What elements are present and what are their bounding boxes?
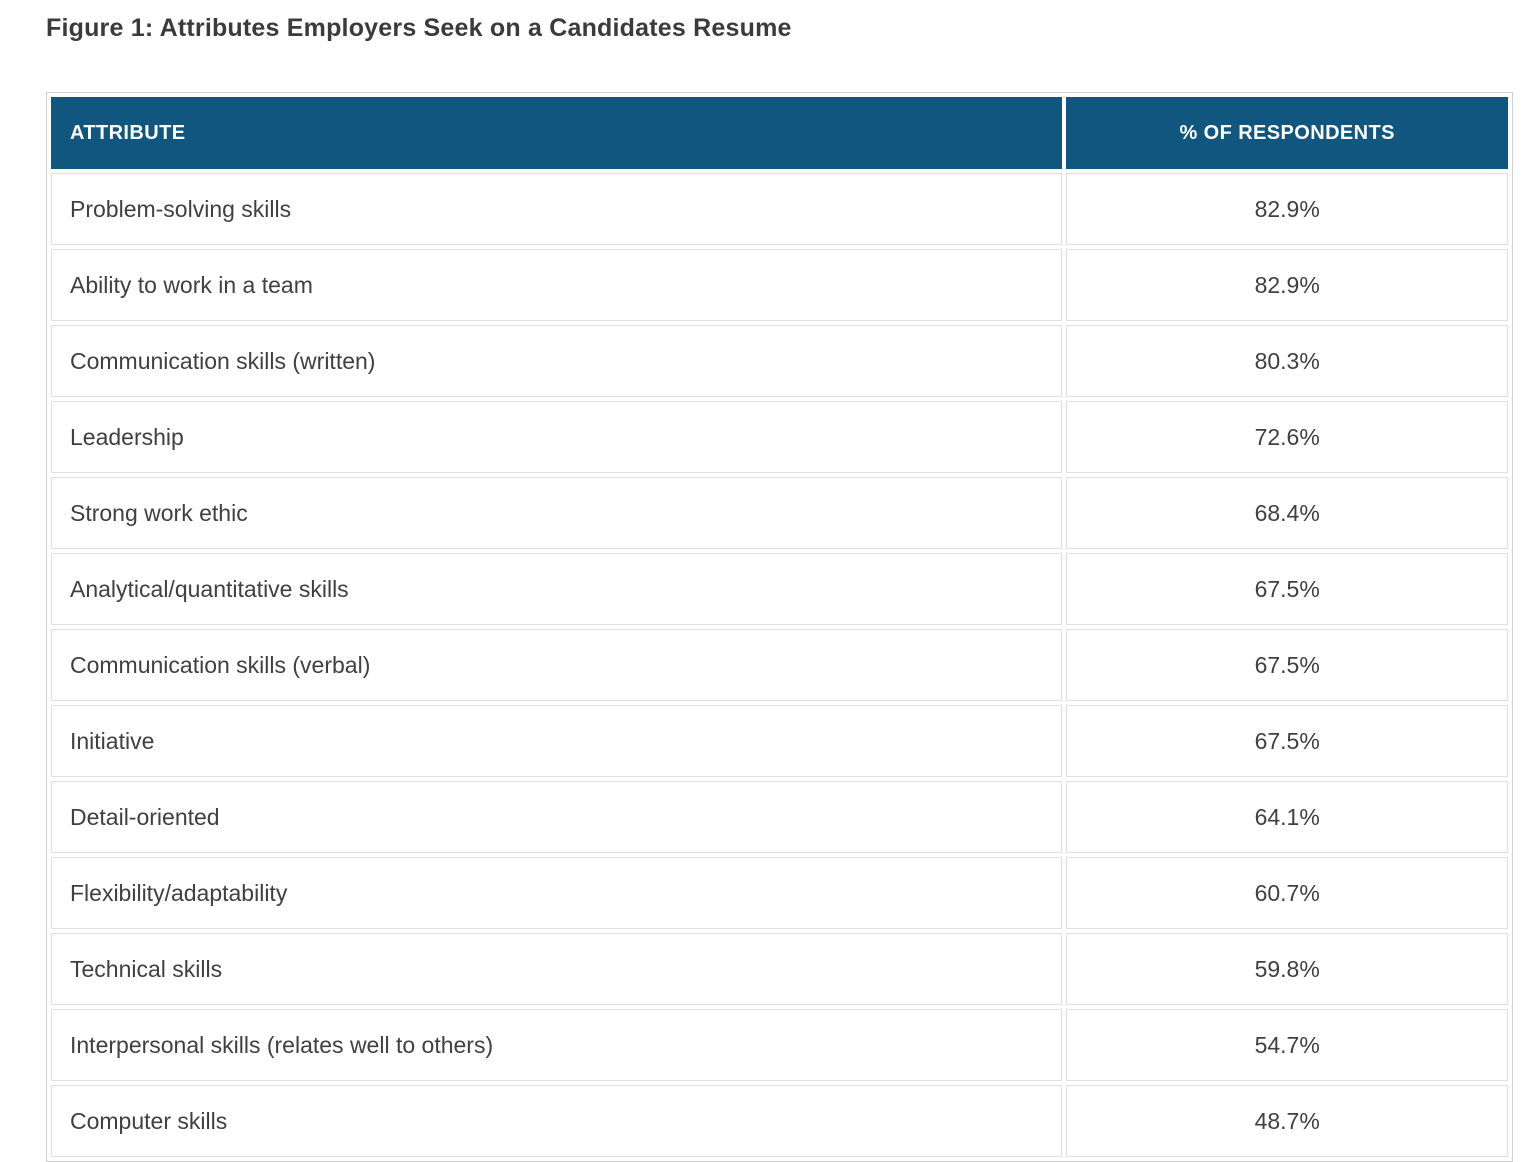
percent-cell: 67.5% [1066,629,1508,701]
attribute-cell: Ability to work in a team [51,249,1063,321]
table-row: Interpersonal skills (relates well to ot… [51,1009,1508,1081]
percent-cell: 72.6% [1066,401,1508,473]
table-row: Analytical/quantitative skills 67.5% [51,553,1508,625]
attribute-cell: Problem-solving skills [51,173,1063,245]
attribute-cell: Communication skills (written) [51,325,1063,397]
percent-cell: 67.5% [1066,553,1508,625]
percent-cell: 48.7% [1066,1085,1508,1157]
percent-cell: 60.7% [1066,857,1508,929]
attribute-cell: Flexibility/adaptability [51,857,1063,929]
attributes-table: ATTRIBUTE % OF RESPONDENTS Problem-solvi… [46,92,1513,1162]
table-row: Initiative 67.5% [51,705,1508,777]
figure-title: Figure 1: Attributes Employers Seek on a… [46,14,792,42]
attribute-cell: Initiative [51,705,1063,777]
percent-cell: 82.9% [1066,249,1508,321]
table-row: Problem-solving skills 82.9% [51,173,1508,245]
table-row: Communication skills (written) 80.3% [51,325,1508,397]
table-body: Problem-solving skills 82.9% Ability to wo… [51,173,1508,1157]
percent-cell: 67.5% [1066,705,1508,777]
table-row: Computer skills 48.7% [51,1085,1508,1157]
percent-cell: 68.4% [1066,477,1508,549]
attribute-cell: Strong work ethic [51,477,1063,549]
percent-cell: 82.9% [1066,173,1508,245]
attribute-cell: Technical skills [51,933,1063,1005]
column-header-percent: % OF RESPONDENTS [1066,97,1508,169]
percent-cell: 80.3% [1066,325,1508,397]
table-row: Leadership 72.6% [51,401,1508,473]
column-header-attribute: ATTRIBUTE [51,97,1063,169]
table-row: Flexibility/adaptability 60.7% [51,857,1508,929]
attribute-cell: Detail-oriented [51,781,1063,853]
header-row: ATTRIBUTE % OF RESPONDENTS [51,97,1508,169]
attribute-cell: Communication skills (verbal) [51,629,1063,701]
percent-cell: 54.7% [1066,1009,1508,1081]
attribute-cell: Analytical/quantitative skills [51,553,1063,625]
percent-cell: 59.8% [1066,933,1508,1005]
percent-cell: 64.1% [1066,781,1508,853]
attribute-cell: Computer skills [51,1085,1063,1157]
table-row: Ability to work in a team 82.9% [51,249,1508,321]
table-row: Detail-oriented 64.1% [51,781,1508,853]
table-row: Communication skills (verbal) 67.5% [51,629,1508,701]
table-row: Technical skills 59.8% [51,933,1508,1005]
table-row: Strong work ethic 68.4% [51,477,1508,549]
attribute-cell: Interpersonal skills (relates well to ot… [51,1009,1063,1081]
attribute-cell: Leadership [51,401,1063,473]
